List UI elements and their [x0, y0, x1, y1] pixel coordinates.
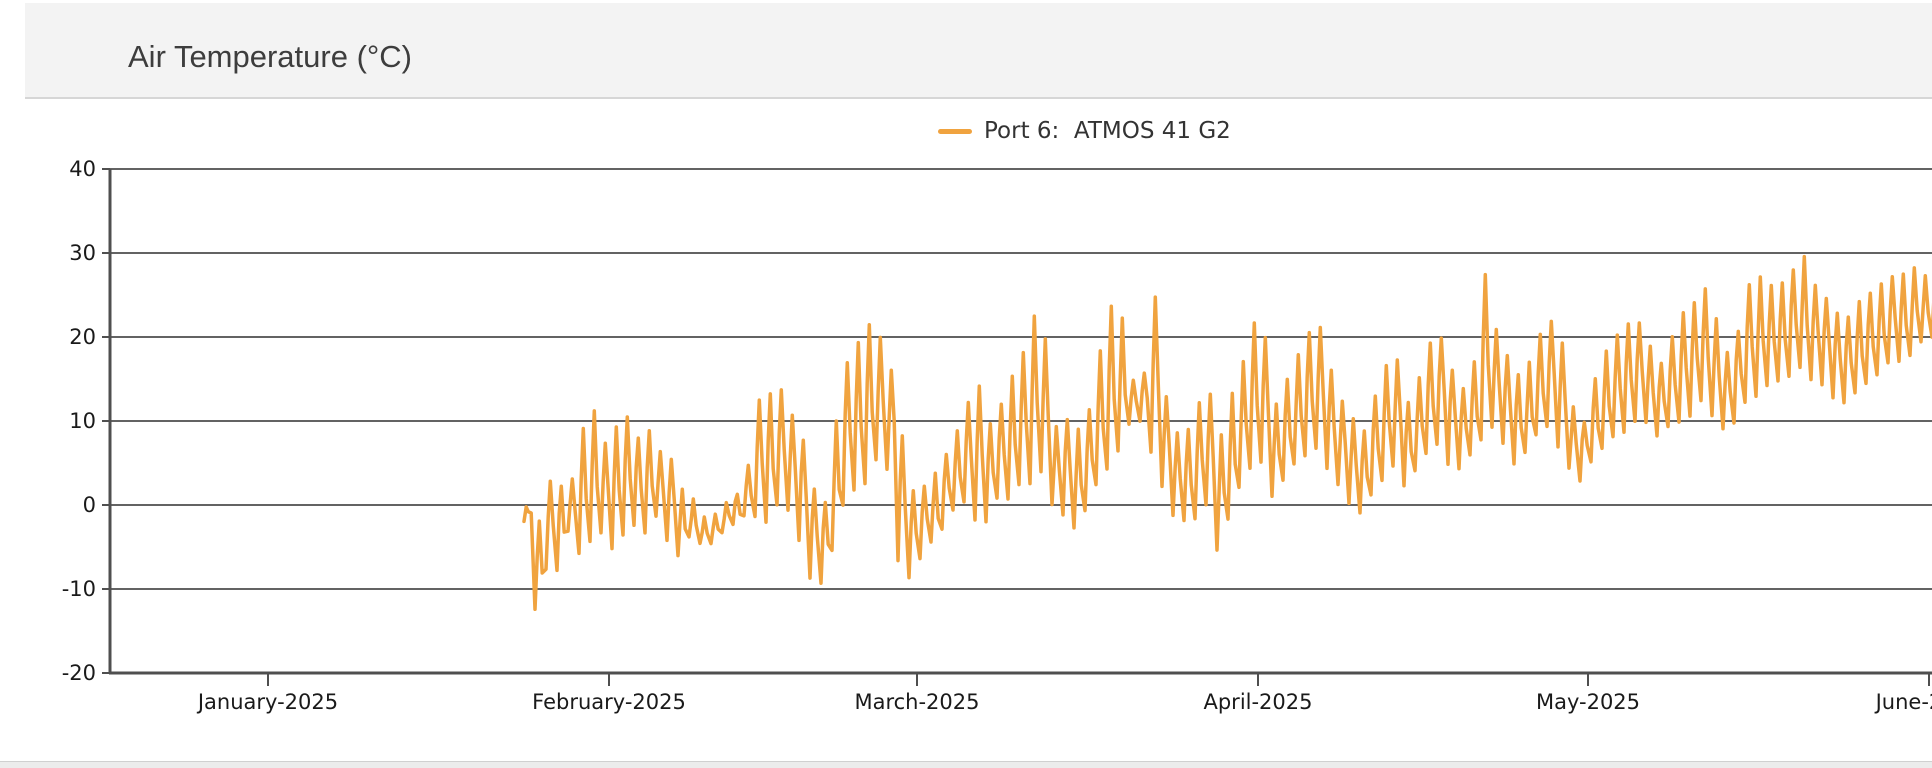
- x-tick-label: January-2025: [196, 690, 338, 714]
- temperature-line-series[interactable]: [522, 254, 1932, 612]
- y-tick-label: 20: [69, 325, 96, 349]
- x-axis-labels: January-2025 February-2025 March-2025 April…: [196, 690, 1932, 714]
- y-tick-label: 30: [69, 241, 96, 265]
- y-tick-label: 40: [69, 157, 96, 181]
- axis-lines: [108, 169, 1932, 675]
- page-title: Air Temperature (°C): [128, 39, 413, 74]
- x-tick-label: March-2025: [854, 690, 979, 714]
- series-label: Port 6: ATMOS 41 G2: [984, 118, 1231, 144]
- x-tick-label: May-2025: [1536, 690, 1640, 714]
- chart-header-bar: Air Temperature (°C): [25, 3, 1932, 99]
- y-tick-label: -20: [62, 661, 96, 685]
- y-tick-label: 10: [69, 409, 96, 433]
- x-tick-label: February-2025: [532, 690, 686, 714]
- series-color-swatch: [938, 128, 972, 134]
- bottom-divider-strip: [0, 761, 1932, 768]
- x-tick-marks: [267, 673, 1930, 686]
- x-tick-label: June-2025: [1874, 690, 1932, 714]
- legend-item[interactable]: Port 6: ATMOS 41 G2: [938, 117, 1231, 145]
- x-tick-label: April-2025: [1203, 690, 1312, 714]
- y-tick-label: 0: [83, 493, 96, 517]
- y-axis-labels: 40 30 20 10 0 -10 -20: [62, 157, 96, 685]
- y-tick-label: -10: [62, 577, 96, 601]
